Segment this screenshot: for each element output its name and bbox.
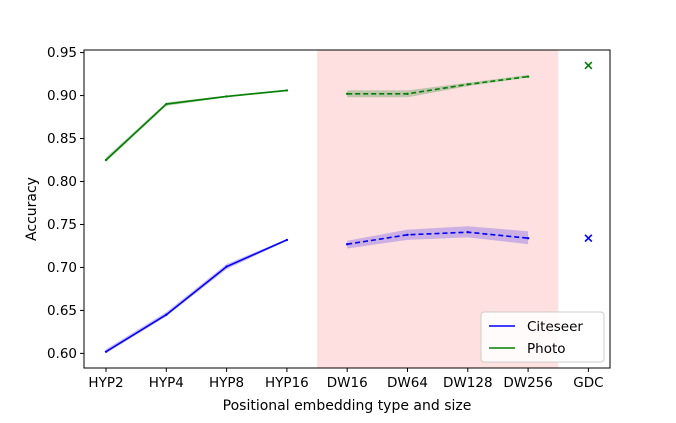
legend-label-photo: Photo [527, 341, 566, 357]
photo-hyp-line [105, 89, 287, 161]
series-line-layer [104, 75, 530, 353]
citeseer-hyp-point [104, 350, 108, 353]
citeseer-dw-point [406, 233, 409, 236]
photo-hyp-point [225, 95, 228, 98]
citeseer-dw-point [526, 237, 530, 240]
legend: Citeseer Photo [480, 311, 605, 363]
citeseer-gdc-marker [584, 234, 593, 243]
y-tick-label: 0.90 [47, 88, 77, 104]
x-tick-label: DW16 [327, 375, 368, 391]
photo-gdc-marker-stroke [584, 61, 593, 70]
photo-dw-point [466, 83, 469, 86]
photo-dw-point [526, 75, 530, 78]
photo-dw-point [346, 92, 349, 96]
photo-gdc-marker [584, 61, 593, 70]
citeseer-dw-line [347, 231, 529, 245]
y-tick-label: 0.95 [47, 45, 77, 61]
citeseer-hyp-point [225, 265, 228, 268]
y-tick-label: 0.85 [47, 131, 77, 147]
citeseer-gdc-marker-stroke [584, 234, 593, 243]
citeseer-dw-point [346, 243, 349, 246]
x-tick-label: DW64 [387, 375, 428, 391]
x-tick-label: DW256 [503, 375, 553, 391]
photo-dw-point [406, 92, 409, 96]
citeseer-hyp-band [106, 239, 287, 354]
photo-hyp-point [104, 158, 108, 162]
citeseer-dw-band [347, 226, 529, 249]
citeseer-dw-point [466, 231, 469, 234]
x-axis-label: Positional embedding type and size [223, 398, 472, 414]
y-tick-label: 0.70 [47, 260, 77, 276]
photo-hyp-point [285, 89, 289, 92]
y-tick-label: 0.65 [47, 303, 77, 319]
legend-box [480, 311, 605, 363]
y-axis-label: Accuracy [24, 177, 40, 241]
axis-layer: HYP2 HYP4 HYP8 HYP16 DW16 DW64 DW128 DW256 GDC 0.… [47, 45, 604, 391]
y-tick-label: 0.80 [47, 174, 77, 190]
citeseer-hyp-line [105, 239, 288, 353]
x-tick-label: GDC [573, 375, 603, 391]
x-tick-label: HYP16 [265, 375, 309, 391]
x-tick-label: HYP8 [209, 375, 244, 391]
photo-hyp-point [165, 102, 168, 106]
y-tick-label: 0.75 [47, 217, 77, 233]
gdc-marker-layer [584, 61, 593, 243]
photo-dw-line [347, 75, 529, 95]
photo-dw-band [347, 74, 529, 98]
x-tick-label: DW128 [443, 375, 493, 391]
y-tick-label: 0.60 [47, 346, 77, 362]
x-tick-label: HYP4 [149, 375, 184, 391]
x-tick-label: HYP2 [88, 375, 123, 391]
citeseer-hyp-point [165, 313, 168, 316]
legend-label-citeseer: Citeseer [527, 319, 583, 335]
citeseer-hyp-point [285, 238, 289, 242]
